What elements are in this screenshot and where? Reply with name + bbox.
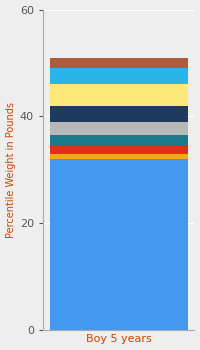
Y-axis label: Percentile Weight in Pounds: Percentile Weight in Pounds (6, 102, 16, 238)
Bar (50, 135, 188, 146)
Bar (50, 154, 188, 159)
Bar (50, 84, 188, 106)
Bar (50, 106, 188, 121)
Bar (50, 68, 188, 84)
Bar (50, 146, 188, 154)
Bar (50, 159, 188, 330)
Bar (50, 121, 188, 135)
Bar (50, 57, 188, 68)
